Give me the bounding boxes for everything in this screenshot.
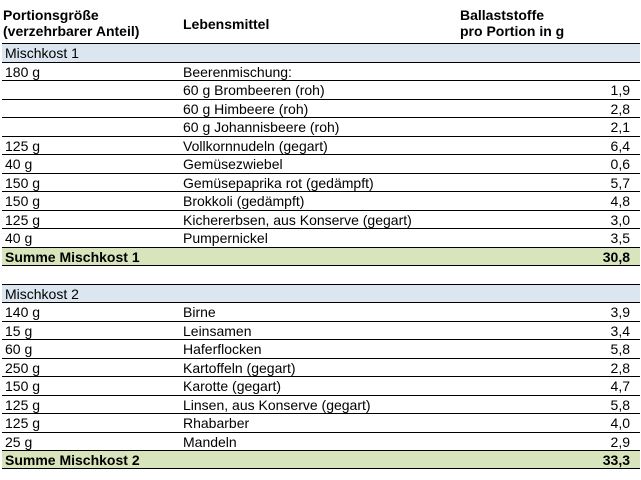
table-row: 125 g Rhabarber 4,0 [2, 413, 640, 432]
table-row: 25 g Mandeln 2,9 [2, 431, 640, 451]
food-cell: Gemüsezwiebel [183, 156, 283, 172]
portion-cell: 125 g [5, 137, 41, 154]
sum-value: 30,8 [602, 248, 630, 265]
table-row: 250 g Kartoffeln (gegart) 2,8 [2, 357, 640, 377]
header-portion: Portionsgröße (verzehrbarer Anteil) [3, 7, 140, 39]
fiber-cell: 2,8 [610, 100, 630, 117]
table-row: 140 g Birne 3,9 [2, 302, 640, 321]
food-cell: Linsen, aus Konserve (gegart) [183, 396, 371, 413]
table-header: Portionsgröße (verzehrbarer Anteil) Lebe… [0, 0, 641, 43]
food-cell: 60 g Himbeere (roh) [183, 100, 309, 117]
food-cell: Haferflocken [183, 341, 262, 357]
table-row: 180 g Beerenmischung: [2, 61, 640, 81]
fiber-cell: 5,8 [610, 341, 630, 357]
portion-cell: 15 g [5, 322, 33, 339]
portion-cell: 150 g [5, 378, 41, 394]
table-row: 125 g Vollkornnudeln (gegart) 6,4 [2, 135, 640, 155]
sum-value: 33,3 [602, 452, 630, 468]
food-cell: Pumpernickel [183, 230, 268, 246]
table-row: 150 g Gemüsepaprika rot (gedämpft) 5,7 [2, 172, 640, 192]
sum-row-mix1: Summe Mischkost 1 30,8 [2, 246, 640, 265]
table-row: 60 g Himbeere (roh) 2,8 [2, 98, 640, 118]
portion-cell: 40 g [5, 230, 33, 246]
food-cell: Leinsamen [183, 322, 252, 339]
portion-cell: 180 g [5, 63, 41, 80]
portion-cell: 150 g [5, 193, 41, 209]
portion-cell: 25 g [5, 433, 33, 450]
table-row: 15 g Leinsamen 3,4 [2, 320, 640, 340]
table-row: 150 g Brokkoli (gedämpft) 4,8 [2, 191, 640, 210]
fiber-cell: 3,4 [610, 322, 630, 339]
table-row: 150 g Karotte (gegart) 4,7 [2, 376, 640, 395]
fiber-cell: 6,4 [610, 137, 630, 154]
food-cell: Brokkoli (gedämpft) [183, 193, 305, 209]
portion-cell: 40 g [5, 156, 33, 172]
table-row: 60 g Brombeeren (roh) 1,9 [2, 80, 640, 99]
food-cell: Kartoffeln (gegart) [183, 359, 296, 376]
fiber-cell: 2,1 [610, 119, 630, 135]
food-cell: Gemüsepaprika rot (gedämpft) [183, 174, 374, 191]
section-header-mix1: Mischkost 1 [2, 43, 640, 62]
fiber-cell: 5,8 [610, 396, 630, 413]
fiber-cell: 3,0 [610, 211, 630, 228]
portion-cell: 150 g [5, 174, 41, 191]
sum-label: Summe Mischkost 1 [5, 248, 140, 265]
portion-cell: 125 g [5, 396, 41, 413]
portion-cell: 125 g [5, 211, 41, 228]
fiber-cell: 5,7 [610, 174, 630, 191]
food-cell: Vollkornnudeln (gegart) [183, 137, 328, 154]
food-cell: Karotte (gegart) [183, 378, 282, 394]
table-row: 40 g Gemüsezwiebel 0,6 [2, 154, 640, 173]
food-cell: Mandeln [183, 433, 237, 450]
fiber-table: Mischkost 1 180 g Beerenmischung: 60 g Bro… [2, 43, 640, 469]
portion-cell: 250 g [5, 359, 41, 376]
section-header-mix2: Mischkost 2 [2, 283, 640, 302]
fiber-cell: 2,9 [610, 433, 630, 450]
fiber-cell: 2,8 [610, 359, 630, 376]
food-cell: Rhabarber [183, 415, 250, 431]
section-title: Mischkost 2 [5, 285, 79, 302]
portion-cell: 140 g [5, 304, 41, 320]
section-spacer [2, 265, 640, 284]
table-row: 60 g Johannisbeere (roh) 2,1 [2, 117, 640, 136]
fiber-cell: 0,6 [610, 156, 630, 172]
header-fiber: Ballaststoffe pro Portion in g [460, 7, 565, 39]
fiber-cell: 4,7 [610, 378, 630, 394]
food-cell: Kichererbsen, aus Konserve (gegart) [183, 211, 412, 228]
table-row: 125 g Linsen, aus Konserve (gegart) 5,8 [2, 394, 640, 414]
header-food: Lebensmittel [183, 16, 270, 32]
section-title: Mischkost 1 [5, 45, 79, 61]
table-row: 60 g Haferflocken 5,8 [2, 339, 640, 358]
food-cell: Beerenmischung: [183, 63, 292, 80]
sum-row-mix2: Summe Mischkost 2 33,3 [2, 450, 640, 469]
sum-label: Summe Mischkost 2 [5, 452, 140, 468]
food-cell: 60 g Johannisbeere (roh) [183, 119, 340, 135]
fiber-cell: 3,9 [610, 304, 630, 320]
table-row: 40 g Pumpernickel 3,5 [2, 228, 640, 247]
portion-cell: 60 g [5, 341, 33, 357]
fiber-cell: 4,0 [610, 415, 630, 431]
food-cell: Birne [183, 304, 216, 320]
portion-cell: 125 g [5, 415, 41, 431]
food-cell: 60 g Brombeeren (roh) [183, 82, 325, 98]
fiber-cell: 1,9 [610, 82, 630, 98]
fiber-cell: 3,5 [610, 230, 630, 246]
fiber-cell: 4,8 [610, 193, 630, 209]
table-row: 125 g Kichererbsen, aus Konserve (gegart)… [2, 209, 640, 229]
